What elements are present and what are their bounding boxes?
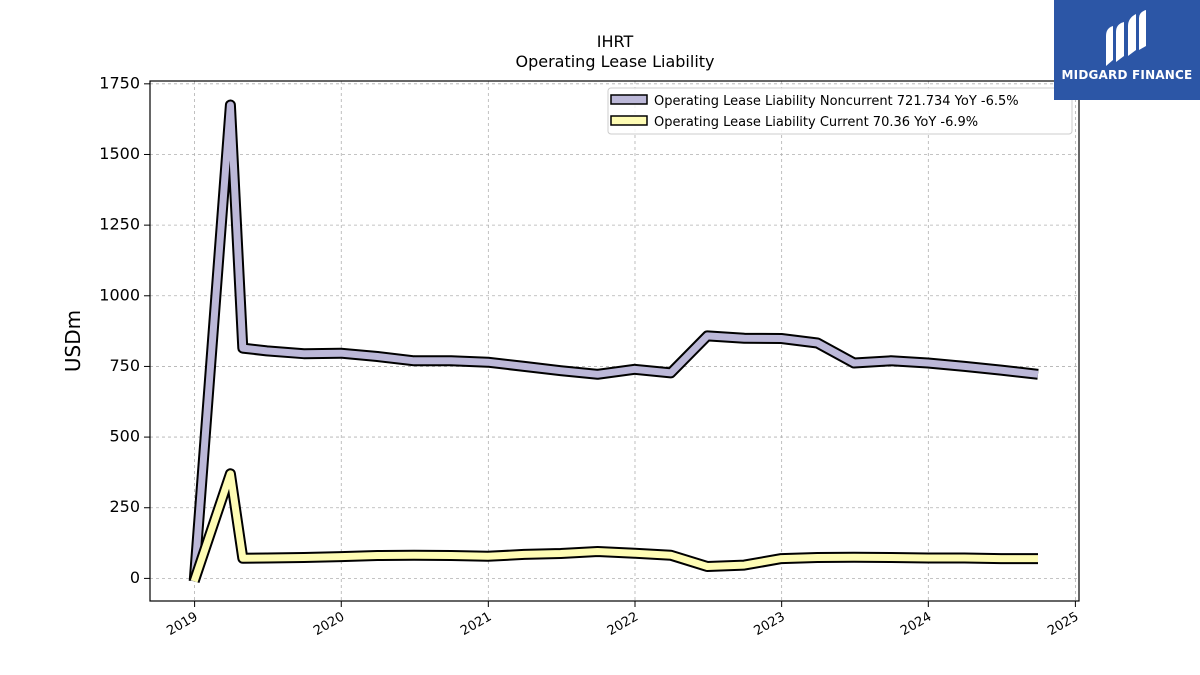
y-tick-label: 1000 bbox=[99, 285, 140, 304]
midgard-logo-icon bbox=[1106, 10, 1146, 66]
legend-label-current: Operating Lease Liability Current 70.36 … bbox=[654, 115, 978, 130]
y-tick-label: 1750 bbox=[99, 73, 140, 92]
legend-box bbox=[607, 87, 1073, 135]
y-axis-label: USDm bbox=[61, 310, 85, 372]
x-axis: 2019 2020 2021 2022 2023 2024 2025 bbox=[164, 601, 1081, 639]
series-outline-noncurrent bbox=[188, 99, 1039, 582]
series-outline-current bbox=[188, 468, 1038, 583]
series-layer bbox=[188, 99, 1039, 583]
legend-label-noncurrent: Operating Lease Liability Noncurrent 721… bbox=[654, 94, 1019, 109]
x-tick-label: 2019 bbox=[164, 609, 200, 639]
logo-text: MIDGARD FINANCE bbox=[1061, 68, 1193, 82]
x-tick-label: 2020 bbox=[311, 609, 347, 639]
legend-swatch-noncurrent bbox=[610, 94, 648, 105]
y-tick-label: 250 bbox=[109, 497, 140, 516]
x-tick-label: 2022 bbox=[605, 609, 641, 639]
x-tick-label: 2024 bbox=[898, 609, 934, 639]
series-line-current bbox=[190, 470, 1038, 583]
legend-swatch-current bbox=[610, 115, 648, 126]
series-line-noncurrent bbox=[190, 101, 1039, 582]
x-tick-label: 2021 bbox=[458, 609, 494, 639]
plot-frame bbox=[149, 80, 1080, 602]
chart-subtitle: Operating Lease Liability bbox=[515, 52, 715, 71]
y-tick-label: 1500 bbox=[99, 144, 140, 163]
y-tick-label: 0 bbox=[130, 568, 140, 587]
grid bbox=[150, 81, 1079, 601]
y-tick-label: 750 bbox=[109, 356, 140, 375]
x-tick-label: 2025 bbox=[1045, 609, 1081, 639]
x-tick-label: 2023 bbox=[751, 609, 787, 639]
y-tick-label: 500 bbox=[109, 427, 140, 446]
brand-logo: MIDGARD FINANCE bbox=[1054, 0, 1200, 100]
y-axis: 0 250 500 750 1000 1250 1500 1750 bbox=[99, 73, 150, 587]
legend: Operating Lease Liability Noncurrent 721… bbox=[607, 87, 1073, 135]
y-tick-label: 1250 bbox=[99, 215, 140, 234]
chart-title: IHRT bbox=[596, 32, 634, 51]
